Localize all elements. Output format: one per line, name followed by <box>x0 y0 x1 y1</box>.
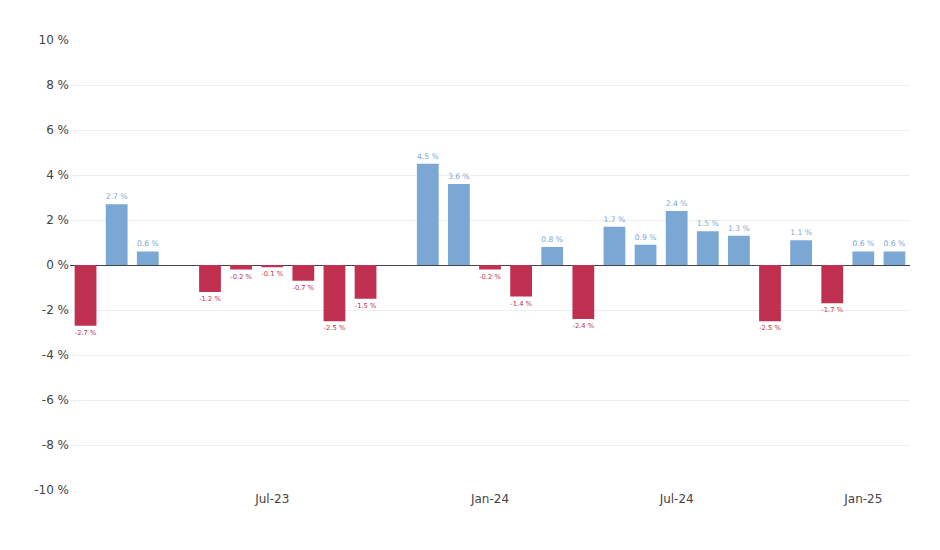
svg-text:-6 %: -6 % <box>42 393 69 407</box>
svg-text:Jul-23: Jul-23 <box>254 492 289 506</box>
svg-text:2 %: 2 % <box>46 213 69 227</box>
svg-text:Jul-24: Jul-24 <box>659 492 694 506</box>
svg-text:-4 %: -4 % <box>42 348 69 362</box>
svg-text:0.6 %: 0.6 % <box>884 239 906 248</box>
svg-text:-2.7 %: -2.7 % <box>75 329 97 337</box>
svg-text:-10 %: -10 % <box>34 483 69 497</box>
svg-text:1.1 %: 1.1 % <box>790 228 812 237</box>
svg-text:-1.4 %: -1.4 % <box>510 300 532 308</box>
svg-text:0.8 %: 0.8 % <box>541 235 563 244</box>
svg-text:-0.2 %: -0.2 % <box>230 273 252 281</box>
svg-text:-1.7 %: -1.7 % <box>821 306 843 314</box>
svg-text:-0.7 %: -0.7 % <box>292 284 314 292</box>
svg-text:-2.5 %: -2.5 % <box>324 324 346 332</box>
svg-text:Jan-25: Jan-25 <box>843 492 882 506</box>
svg-text:1.3 %: 1.3 % <box>728 224 750 233</box>
svg-text:0.9 %: 0.9 % <box>635 233 657 242</box>
svg-text:6 %: 6 % <box>46 123 69 137</box>
svg-text:-2.5 %: -2.5 % <box>759 324 781 332</box>
svg-text:-1.2 %: -1.2 % <box>199 295 221 303</box>
svg-text:-0.2 %: -0.2 % <box>479 273 501 281</box>
svg-text:2.7 %: 2.7 % <box>106 192 128 201</box>
svg-text:1.7 %: 1.7 % <box>604 215 626 224</box>
svg-text:0.6 %: 0.6 % <box>137 239 159 248</box>
svg-text:10 %: 10 % <box>39 33 70 47</box>
svg-text:2.4 %: 2.4 % <box>666 199 688 208</box>
svg-text:0 %: 0 % <box>46 258 69 272</box>
svg-text:0.6 %: 0.6 % <box>852 239 874 248</box>
svg-text:3.6 %: 3.6 % <box>448 172 470 181</box>
svg-text:-2.4 %: -2.4 % <box>572 322 594 330</box>
svg-text:-1.5 %: -1.5 % <box>355 302 377 310</box>
svg-text:-2 %: -2 % <box>42 303 69 317</box>
svg-text:1.5 %: 1.5 % <box>697 219 719 228</box>
svg-text:4.5 %: 4.5 % <box>417 152 439 161</box>
svg-text:Jan-24: Jan-24 <box>470 492 509 506</box>
svg-text:4 %: 4 % <box>46 168 69 182</box>
svg-text:-8 %: -8 % <box>42 438 69 452</box>
svg-text:-0.1 %: -0.1 % <box>261 270 283 278</box>
svg-text:8 %: 8 % <box>46 78 69 92</box>
